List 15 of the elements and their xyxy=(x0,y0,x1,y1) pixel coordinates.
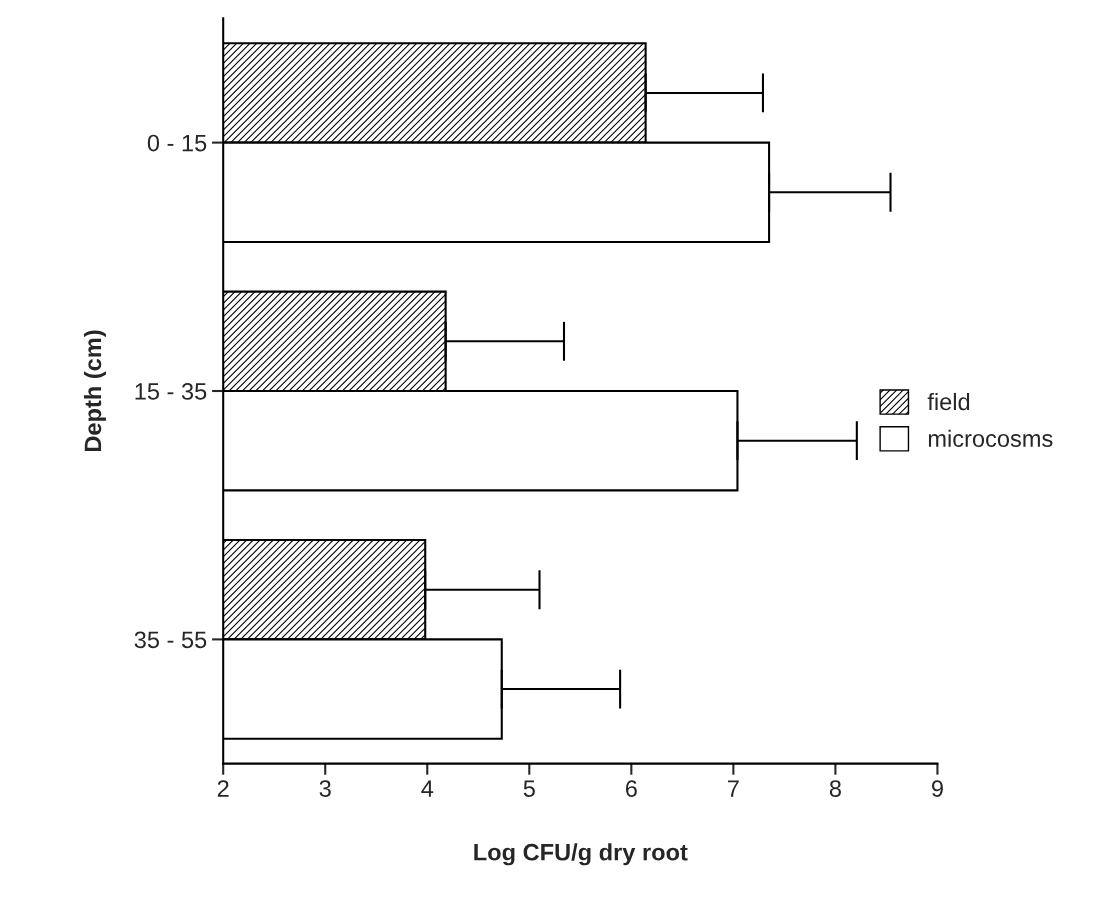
y-tick-label: 15 - 35 xyxy=(135,383,207,400)
x-tick-label: 9 xyxy=(931,780,943,797)
x-tick-label: 5 xyxy=(523,780,535,797)
legend-label: field xyxy=(927,392,970,411)
x-axis-title: Log CFU/g dry root xyxy=(474,843,688,866)
y-tick-label: 35 - 55 xyxy=(134,631,207,649)
x-tick-label: 2 xyxy=(217,780,229,797)
x-tick-label: 4 xyxy=(421,780,434,797)
legend-label: microcosms xyxy=(928,429,1053,448)
y-tick-label: 0 - 15 xyxy=(147,134,207,152)
x-tick-label: 8 xyxy=(829,780,841,797)
x-tick-label: 3 xyxy=(319,780,331,797)
x-tick-label: 6 xyxy=(625,780,637,797)
x-tick-label: 7 xyxy=(728,780,739,797)
y-axis-title: Depth (cm) xyxy=(83,330,106,452)
